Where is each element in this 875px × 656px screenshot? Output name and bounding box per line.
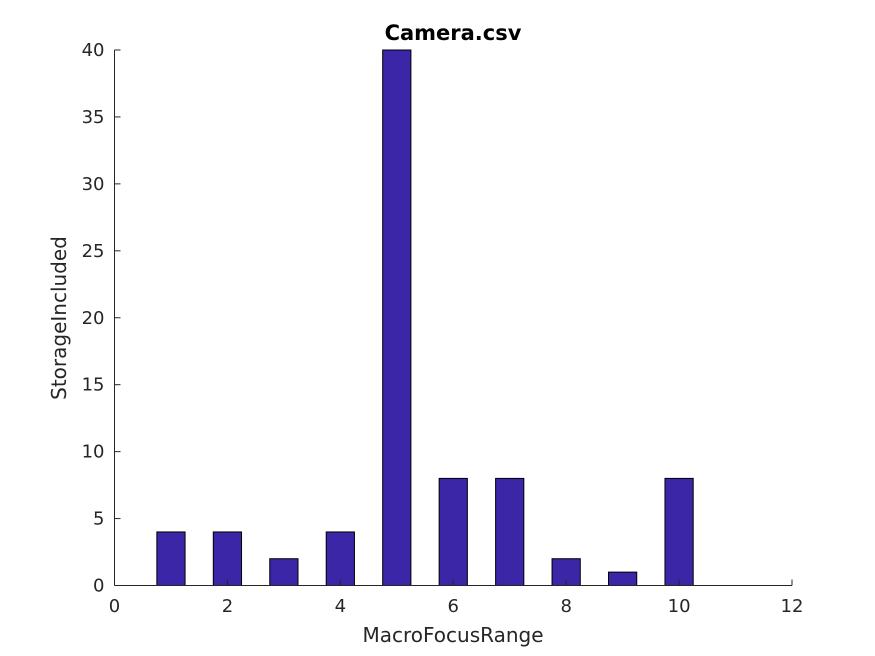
y-axis-label: StorageIncluded: [47, 236, 71, 400]
x-tick-label: 10: [668, 596, 691, 617]
x-tick-label: 8: [560, 596, 571, 617]
y-tick-label: 30: [82, 174, 105, 195]
y-tick-label: 25: [82, 241, 105, 262]
x-ticks-group: 0 2 4 6 8 10 12: [109, 579, 804, 617]
chart-title: Camera.csv: [385, 21, 522, 45]
bar-6: [438, 477, 468, 586]
x-tick-label: 6: [448, 596, 459, 617]
y-tick-label: 35: [82, 107, 105, 128]
bar-2: [212, 531, 243, 587]
bar-3: [269, 558, 299, 586]
x-tick-label: 12: [781, 596, 804, 617]
y-tick-label: 20: [82, 308, 105, 329]
bar-5: [382, 49, 412, 586]
bar-4: [325, 531, 355, 587]
bar-7: [495, 477, 525, 586]
bars-group: [156, 49, 694, 587]
y-tick-label: 40: [82, 40, 105, 61]
bar-10: [664, 477, 694, 586]
x-tick-label: 4: [335, 596, 346, 617]
y-ticks-group: 0 5 10 15 20 25 30 35 40: [82, 40, 121, 597]
x-tick-label: 2: [222, 596, 233, 617]
y-tick-label: 10: [82, 442, 105, 463]
y-tick-label: 5: [93, 509, 104, 530]
x-tick-label: 0: [109, 596, 120, 617]
bar-1: [156, 531, 186, 587]
bar-9: [608, 571, 638, 586]
y-tick-label: 0: [93, 576, 104, 597]
y-tick-label: 15: [82, 375, 105, 396]
x-axis-label: MacroFocusRange: [362, 623, 543, 647]
